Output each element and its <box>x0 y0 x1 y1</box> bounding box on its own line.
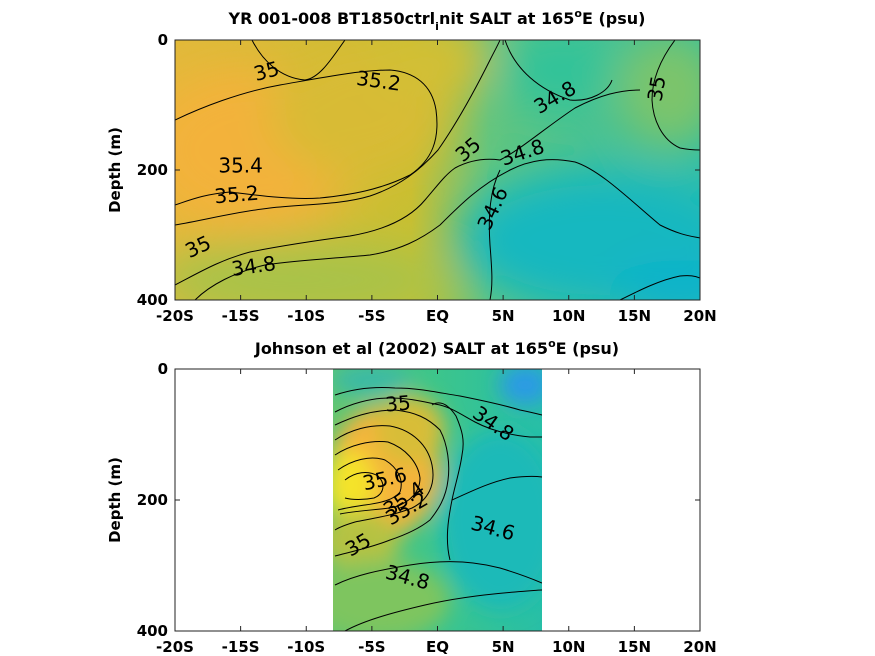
top-x-tick-label: 5N <box>492 307 515 325</box>
top-contour-label: 35 <box>642 74 670 103</box>
top-y-tick-label: 200 <box>137 161 168 179</box>
top-y-axis-label: Depth (m) <box>106 127 124 213</box>
bottom-y-tick-label: 200 <box>137 491 168 509</box>
bottom-x-tick-label: -5S <box>358 638 385 656</box>
bottom-panel: Johnson et al (2002) SALT at 165oE (psu) <box>106 337 717 656</box>
top-contour-label: 35.2 <box>213 181 259 209</box>
bottom-x-tick-label: 10N <box>552 638 585 656</box>
top-x-tick-label: -10S <box>287 307 325 325</box>
top-axes: -20S -15S -10S -5S EQ 5N 10N 15N 20N 0 200 400 <box>137 31 717 325</box>
bottom-y-tick-label: 0 <box>158 360 168 378</box>
top-x-tick-label: -20S <box>156 307 194 325</box>
bottom-contour-label: 35 <box>384 390 411 416</box>
bottom-y-tick-label: 400 <box>137 622 168 640</box>
top-panel: YR 001-008 BT1850ctrlinit SALT at 165oE … <box>106 7 717 325</box>
bottom-x-tick-label: -10S <box>287 638 325 656</box>
top-x-tick-label: 15N <box>618 307 651 325</box>
top-chart-title: YR 001-008 BT1850ctrlinit SALT at 165oE … <box>228 7 646 33</box>
bottom-axes: -20S -15S -10S -5S EQ 5N 10N 15N 20N 0 200 400 <box>137 360 717 656</box>
bottom-x-tick-label: 20N <box>683 638 716 656</box>
top-y-tick-label: 0 <box>158 31 168 49</box>
bottom-x-tick-label: EQ <box>426 638 449 656</box>
top-contour-lines <box>175 40 700 300</box>
top-x-tick-label: -15S <box>222 307 260 325</box>
bottom-x-tick-label: 15N <box>618 638 651 656</box>
bottom-y-axis-label: Depth (m) <box>106 457 124 543</box>
top-x-tick-label: 20N <box>683 307 716 325</box>
bottom-x-tick-label: -15S <box>222 638 260 656</box>
bottom-x-tick-label: 5N <box>492 638 515 656</box>
top-x-tick-label: -5S <box>358 307 385 325</box>
top-x-tick-label: EQ <box>426 307 449 325</box>
top-x-tick-label: 10N <box>552 307 585 325</box>
bottom-chart-title: Johnson et al (2002) SALT at 165oE (psu) <box>254 337 619 358</box>
top-contour-label: 35.4 <box>218 153 263 177</box>
bottom-x-tick-label: -20S <box>156 638 194 656</box>
top-y-tick-label: 400 <box>137 291 168 309</box>
bottom-contour-lines <box>334 387 542 631</box>
